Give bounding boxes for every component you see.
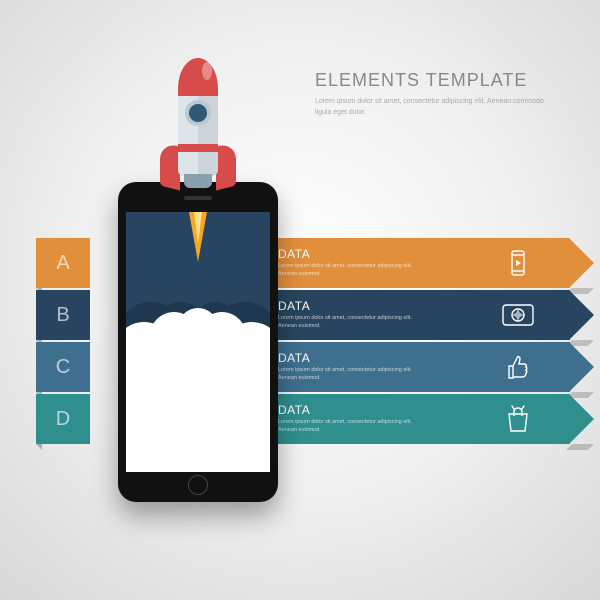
tab-a: A [36, 238, 90, 288]
rocket-icon [158, 58, 238, 218]
phone-screen [126, 212, 270, 472]
arrow-row-c: DATA Lorem ipsum dolor sit amet, consect… [260, 342, 570, 392]
phone [118, 182, 278, 502]
row-body: Lorem ipsum dolor sit amet, consectetur … [278, 315, 428, 330]
row-label: DATA [278, 247, 496, 261]
thumbs-up-icon [496, 345, 540, 389]
page-title: ELEMENTS TEMPLATE [315, 70, 545, 91]
row-body: Lorem ipsum dolor sit amet, consectetur … [278, 367, 428, 382]
row-body: Lorem ipsum dolor sit amet, consectetur … [278, 419, 428, 434]
row-label: DATA [278, 403, 496, 417]
shopping-bag-icon [496, 397, 540, 441]
camera-icon [496, 293, 540, 337]
header: ELEMENTS TEMPLATE Lorem ipsum dolor sit … [315, 70, 545, 118]
arrow-row-a: DATA Lorem ipsum dolor sit amet, consect… [260, 238, 570, 288]
row-label: DATA [278, 351, 496, 365]
tab-d: D [36, 394, 90, 444]
play-phone-icon [496, 241, 540, 285]
arrow-row-b: DATA Lorem ipsum dolor sit amet, consect… [260, 290, 570, 340]
row-body: Lorem ipsum dolor sit amet, consectetur … [278, 263, 428, 278]
arrow-bars: DATA Lorem ipsum dolor sit amet, consect… [260, 238, 570, 446]
left-tabs: A B C D [36, 238, 90, 446]
tab-c: C [36, 342, 90, 392]
arrow-row-d: DATA Lorem ipsum dolor sit amet, consect… [260, 394, 570, 444]
tab-b: B [36, 290, 90, 340]
row-label: DATA [278, 299, 496, 313]
page-subtitle: Lorem ipsum dolor sit amet, consectetur … [315, 97, 545, 118]
